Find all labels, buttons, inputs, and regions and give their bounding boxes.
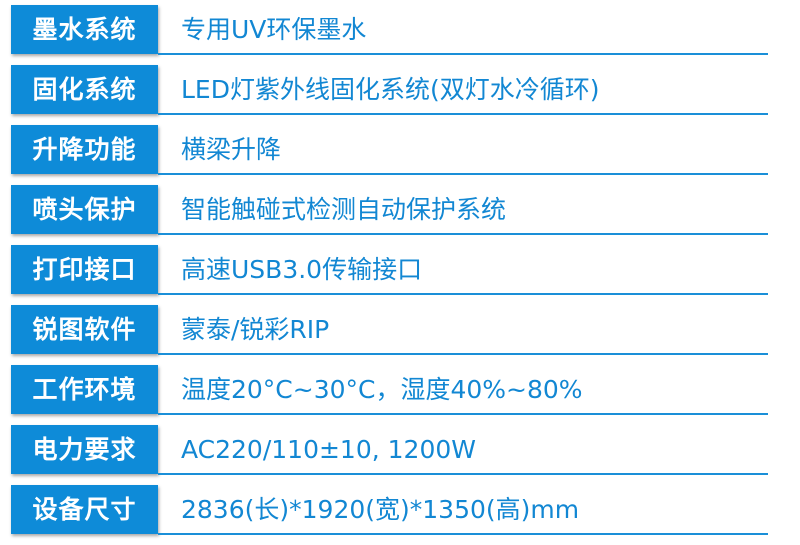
row-divider: [158, 353, 768, 355]
row-divider: [158, 113, 768, 115]
spec-value: 智能触碰式检测自动保护系统: [181, 195, 507, 224]
row-divider: [158, 173, 768, 175]
spec-value: 专用UV环保墨水: [181, 15, 367, 44]
spec-label: 升降功能: [11, 125, 158, 174]
spec-label: 设备尺寸: [11, 485, 158, 534]
row-divider: [158, 53, 768, 55]
spec-label: 电力要求: [11, 425, 158, 474]
spec-row: 电力要求 AC220/110±10, 1200W: [0, 420, 800, 480]
spec-value: AC220/110±10, 1200W: [181, 435, 476, 464]
spec-row: 墨水系统 专用UV环保墨水: [0, 0, 800, 60]
spec-value: 高速USB3.0传输接口: [181, 255, 423, 284]
spec-label: 喷头保护: [11, 185, 158, 234]
spec-row: 打印接口 高速USB3.0传输接口: [0, 240, 800, 300]
spec-value: 温度20°C~30°C，湿度40%~80%: [181, 375, 583, 404]
spec-value: LED灯紫外线固化系统(双灯水冷循环): [181, 75, 600, 104]
row-divider: [158, 413, 768, 415]
spec-row: 工作环境 温度20°C~30°C，湿度40%~80%: [0, 360, 800, 420]
spec-row: 固化系统 LED灯紫外线固化系统(双灯水冷循环): [0, 60, 800, 120]
spec-row: 锐图软件 蒙泰/锐彩RIP: [0, 300, 800, 360]
spec-row: 设备尺寸 2836(长)*1920(宽)*1350(高)mm: [0, 480, 800, 540]
row-divider: [158, 233, 768, 235]
spec-row: 喷头保护 智能触碰式检测自动保护系统: [0, 180, 800, 240]
row-divider: [158, 473, 768, 475]
row-divider: [158, 533, 768, 535]
spec-value: 2836(长)*1920(宽)*1350(高)mm: [181, 495, 580, 524]
spec-value: 横梁升降: [181, 135, 282, 164]
spec-label: 锐图软件: [11, 305, 158, 354]
spec-label: 墨水系统: [11, 5, 158, 54]
spec-value: 蒙泰/锐彩RIP: [181, 315, 330, 344]
spec-label: 固化系统: [11, 65, 158, 114]
spec-row: 升降功能 横梁升降: [0, 120, 800, 180]
row-divider: [158, 293, 768, 295]
spec-label: 工作环境: [11, 365, 158, 414]
spec-label: 打印接口: [11, 245, 158, 294]
